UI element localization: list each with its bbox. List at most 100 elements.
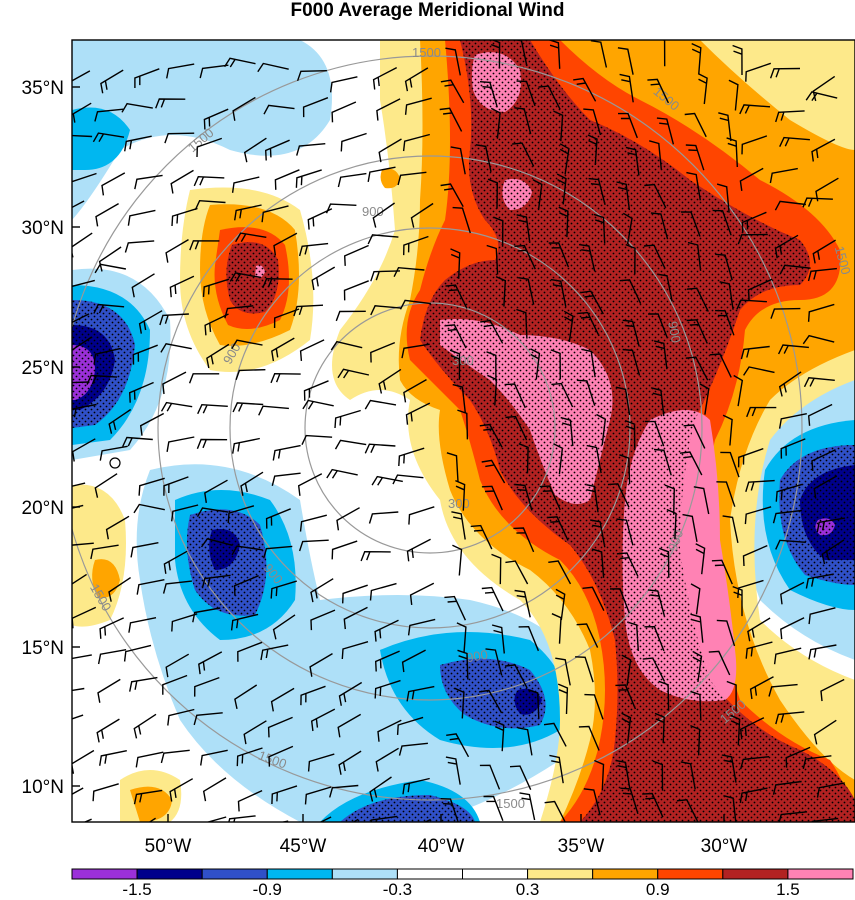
wind-barb [745,62,772,82]
wind-barb [609,588,630,614]
wind-barb [368,511,399,524]
wind-barb [644,183,667,209]
wind-barb [728,79,739,111]
wind-barb [780,617,805,640]
wind-barb [98,246,122,272]
wind-barb [237,641,263,662]
wind-barb [475,144,492,172]
wind-barb [444,324,467,349]
wind-barb [72,102,92,123]
wind-barb [625,243,636,275]
wind-barb [272,444,301,461]
lon-label: 40°W [418,836,465,857]
wind-barb [343,606,368,630]
wind-barb [170,169,194,194]
wind-barb [732,585,743,617]
colorbar-label: -0.3 [383,880,412,899]
wind-barb [470,524,493,550]
wind-barb [196,137,223,158]
wind-barb [370,341,396,363]
wind-barb [778,413,807,429]
wind-barb [303,380,329,401]
wind-barb [445,284,468,309]
wind-barb [679,451,703,476]
wind-barb [165,238,189,263]
wind-barb [745,641,773,659]
wind-barb [273,232,298,256]
wind-barb [518,277,535,305]
wind-barb [741,211,767,233]
wind-barb [364,443,396,454]
wind-barb [270,372,301,384]
pos-mid-region [130,786,172,822]
wind-barb [310,708,336,732]
lon-label: 45°W [280,836,327,857]
wind-barb [802,334,835,345]
wind-barb [410,202,434,228]
wind-barb [693,486,710,515]
wind-barb [404,67,429,92]
wind-barb [451,511,466,540]
wind-barb [128,381,154,403]
wind-barb [399,299,431,310]
colorbar [71,868,854,880]
wind-barb [72,654,92,660]
ring-label-1500: 1500 [412,45,441,60]
wind-barb [553,443,564,475]
wind-barb [229,272,262,282]
wind-barb [491,624,505,654]
wind-barb [135,751,164,768]
wind-barb [165,653,190,678]
wind-barb [450,248,461,279]
wind-barb [162,371,187,395]
pos-mid-region [380,168,400,189]
wind-barb [231,339,263,350]
wind-barb [455,479,466,511]
wind-barb [622,348,641,376]
colorbar-segment [266,868,333,880]
wind-barb [138,477,165,496]
wind-barb [514,107,532,135]
wind-barb [402,133,430,152]
wind-barb [124,240,155,253]
wind-barb [228,815,256,822]
wind-barb [243,720,267,745]
wind-barb [726,680,737,711]
wind-barb [820,678,845,702]
wind-barb [335,310,366,322]
wind-barb [686,171,701,201]
wind-barb [227,505,255,524]
lat-axis [72,86,80,787]
wind-barb [676,799,699,822]
wind-barb [548,40,561,69]
wind-barb [621,654,632,686]
wind-barb [396,716,424,735]
wind-barb [686,287,709,312]
wind-barb [740,345,770,360]
wind-barb [644,625,665,652]
wind-barb [716,619,736,647]
wind-barb [726,137,738,168]
wind-barb [740,756,770,770]
wind-barb [121,102,153,113]
wind-barb [224,305,254,319]
wind-barb [204,313,229,336]
wind-barb [739,167,764,191]
wind-barb [719,281,734,310]
wind-barb [72,134,93,138]
wind-barb [397,171,427,186]
wind-barb [262,277,293,289]
wind-barb [234,232,267,243]
wind-barb [374,679,401,699]
ring-label-300: 300 [452,353,474,368]
wind-barb [202,777,227,802]
wind-barb [590,519,606,548]
wind-barb [369,776,392,802]
colorbar-segment [657,868,724,880]
wind-barb [769,167,798,184]
wind-barb [532,179,543,211]
colorbar-segment [462,868,529,880]
wind-barb [558,206,569,238]
wind-barb [651,387,665,417]
wind-barb [647,78,670,104]
